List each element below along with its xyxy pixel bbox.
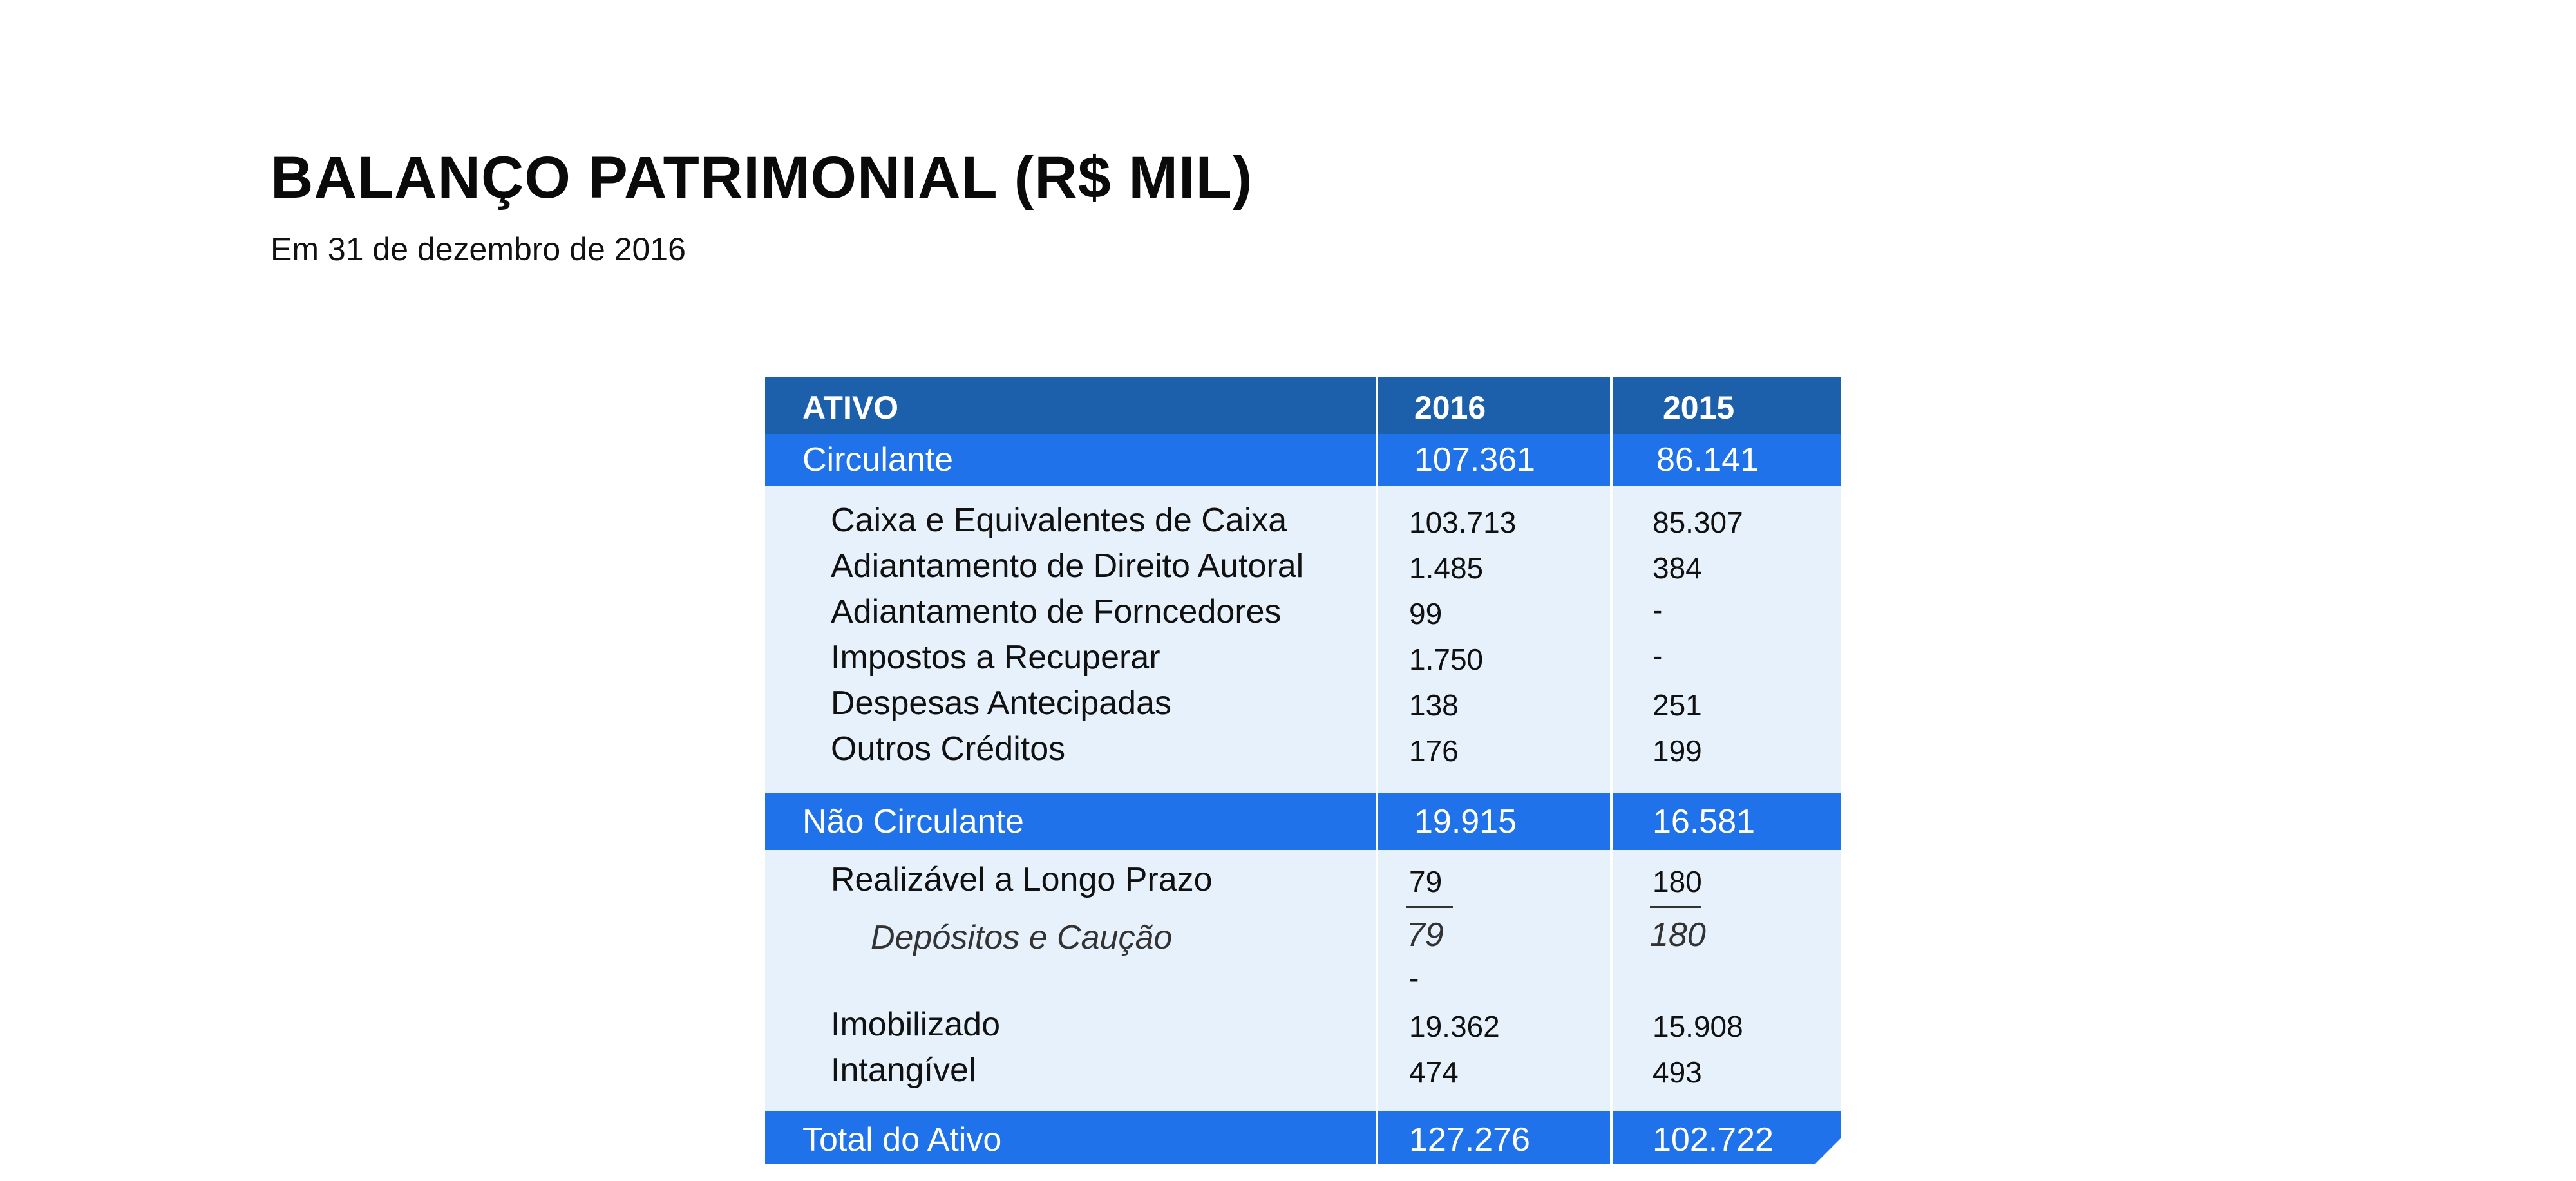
row-value-2016-outros-creditos: 176	[1409, 734, 1459, 768]
page-title: BALANÇO PATRIMONIAL (R$ MIL)	[270, 145, 1253, 211]
total-value-2015: 102.722	[1653, 1121, 1774, 1158]
total-row-corner-cut	[1815, 1138, 1841, 1164]
row-label-adiantamento-direito-autoral: Adiantamento de Direito Autoral	[831, 547, 1304, 585]
row-value-2016-realizavel: 79	[1409, 865, 1443, 898]
row-value-2015-impostos: -	[1653, 639, 1663, 672]
row-value-2015-despesas: 251	[1653, 688, 1702, 722]
nao-circulante-items-bg	[765, 850, 1841, 1111]
row-value-2015-adiantamento-fornecedores: -	[1653, 593, 1663, 627]
row-value-2016-intangivel: 474	[1409, 1055, 1459, 1089]
row-label-realizavel: Realizável a Longo Prazo	[831, 861, 1213, 898]
column-header-ativo: ATIVO	[802, 390, 899, 426]
column-header-2016: 2016	[1414, 390, 1486, 426]
row-value-2015-realizavel: 180	[1653, 865, 1702, 898]
nao-circulante-value-2016: 19.915	[1414, 803, 1517, 840]
total-value-2016: 127.276	[1409, 1121, 1530, 1158]
section-label-circulante: Circulante	[802, 441, 954, 478]
row-value-2016-despesas: 138	[1409, 688, 1459, 722]
row-label-impostos: Impostos a Recuperar	[831, 639, 1160, 676]
total-label: Total do Ativo	[802, 1121, 1002, 1158]
row-value-2015-intangivel: 493	[1653, 1055, 1702, 1089]
column-divider-2	[1610, 377, 1613, 1164]
row-value-2015-outros-creditos: 199	[1653, 734, 1702, 768]
row-dash-2016: -	[1409, 961, 1419, 995]
column-header-2015: 2015	[1663, 390, 1735, 426]
column-divider-1	[1376, 377, 1378, 1164]
row-label-caixa: Caixa e Equivalentes de Caixa	[831, 502, 1287, 539]
row-label-adiantamento-fornecedores: Adiantamento de Forncedores	[831, 593, 1282, 630]
circulante-value-2015: 86.141	[1656, 441, 1759, 478]
section-row-nao-circulante	[765, 793, 1841, 850]
row-value-2015-imobilizado: 15.908	[1653, 1010, 1743, 1043]
page-subtitle: Em 31 de dezembro de 2016	[270, 231, 686, 267]
row-value-2015-caixa: 85.307	[1653, 505, 1743, 539]
nao-circulante-value-2015: 16.581	[1653, 803, 1756, 840]
row-label-outros-creditos: Outros Créditos	[831, 730, 1066, 768]
row-value-2015-depositos: 180	[1650, 916, 1706, 954]
circulante-items-bg	[765, 486, 1841, 850]
row-value-2016-adiantamento-fornecedores: 99	[1409, 597, 1443, 630]
row-value-2015-adiantamento-direito-autoral: 384	[1653, 551, 1702, 585]
row-label-imobilizado: Imobilizado	[831, 1006, 1001, 1043]
row-label-intangivel: Intangível	[831, 1052, 976, 1089]
section-row-circulante	[765, 434, 1841, 486]
circulante-value-2016: 107.361	[1414, 441, 1535, 478]
table-header-row	[765, 377, 1841, 434]
realizavel-2016-underline	[1406, 906, 1453, 908]
section-label-nao-circulante: Não Circulante	[802, 803, 1024, 840]
row-value-2016-depositos: 79	[1406, 916, 1444, 954]
row-value-2016-adiantamento-direito-autoral: 1.485	[1409, 551, 1484, 585]
row-value-2016-impostos: 1.750	[1409, 643, 1484, 676]
row-value-2016-caixa: 103.713	[1409, 505, 1517, 539]
row-value-2016-imobilizado: 19.362	[1409, 1010, 1500, 1043]
row-label-depositos: Depósitos e Caução	[871, 919, 1173, 956]
balance-sheet-table: ATIVO 2016 2015 Circulante 107.361 86.14…	[765, 377, 1841, 1164]
realizavel-2015-underline	[1650, 906, 1701, 908]
row-label-despesas: Despesas Antecipadas	[831, 685, 1172, 722]
total-row	[765, 1111, 1841, 1164]
